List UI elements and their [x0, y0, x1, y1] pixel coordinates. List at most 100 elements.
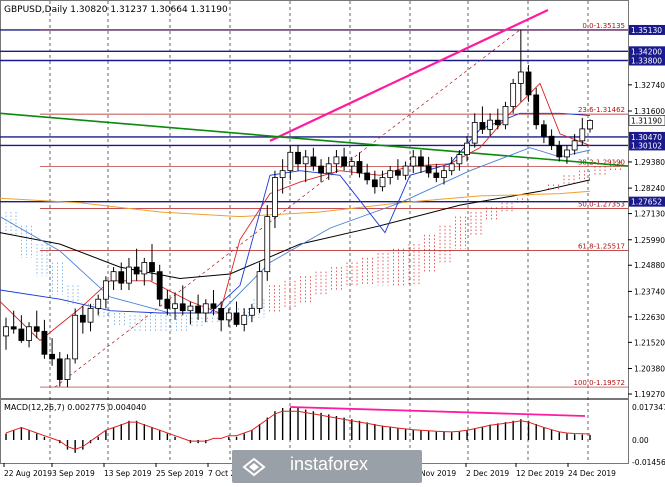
time-tick-label: 22 Aug 2019: [4, 469, 52, 478]
candle-body: [402, 165, 409, 176]
time-tick-label: 2 Dec 2019: [466, 469, 509, 478]
price-tick-label: 1.21520: [634, 338, 665, 347]
candle-body: [571, 140, 578, 151]
candle-body: [348, 161, 355, 167]
time-tick-label: Nov 2019: [420, 469, 456, 478]
macd-trendline: [289, 406, 586, 417]
time-tick-label: 7 Oct 2019: [208, 469, 250, 478]
price-level-label: 1.31190: [631, 116, 662, 125]
candle-body: [202, 303, 209, 314]
price-tick-label: 1.27130: [634, 210, 665, 219]
fibonacci-label: 50.0-1.27353: [578, 200, 625, 208]
candle-body: [3, 326, 9, 337]
candle-body: [264, 216, 271, 273]
candle-body: [95, 298, 102, 309]
candle-body: [102, 280, 109, 300]
candle-body: [118, 271, 125, 284]
price-level-label: 1.30470: [631, 133, 662, 142]
price-level-badge: [629, 55, 665, 66]
candle-body: [295, 151, 301, 165]
price-level-label: 1.35130: [631, 26, 662, 35]
candle-body: [471, 122, 478, 144]
symbol-header: GBPUSD,Daily 1.30820 1.31237 1.30664 1.3…: [4, 5, 228, 15]
time-axis: 22 Aug 2019 3 Sep 2019 13 Sep 2019 25 Sep 2…: [3, 463, 616, 478]
candle-body: [110, 271, 117, 282]
price-level-badge: [629, 46, 665, 57]
candle-body: [394, 170, 401, 176]
macd-tick-label: -0.014566: [632, 458, 665, 467]
candle-body: [318, 165, 324, 174]
candle-body: [10, 326, 17, 330]
candle-body: [141, 262, 148, 275]
fibonacci-label: 38.2-1.29190: [578, 158, 625, 166]
price-level-label: 1.34200: [631, 47, 662, 56]
time-tick-label: 24 Dec 2019: [568, 469, 616, 478]
candle-body: [548, 135, 555, 146]
time-tick-label: 13 Sep 2019: [104, 469, 152, 478]
price-tick-label: 1.23740: [634, 287, 665, 296]
candle-body: [433, 172, 440, 178]
candle-body: [556, 145, 563, 158]
candle-body: [218, 307, 225, 321]
candle-body: [233, 312, 240, 325]
candle-body: [479, 122, 486, 130]
price-level-badge: [629, 24, 665, 35]
candle-body: [126, 266, 132, 284]
ma-red: [0, 82, 591, 342]
fibonacci-label: 100.0-1.19572: [573, 379, 625, 387]
candle-body: [33, 326, 40, 332]
candle-body: [79, 314, 86, 323]
fibonacci-label: 61.8-1.25517: [578, 243, 625, 251]
candle-body: [210, 303, 217, 309]
fibonacci-diagonal: [54, 29, 521, 388]
candle-body: [172, 303, 178, 309]
price-tick-label: 1.19270: [634, 390, 665, 399]
candle-body: [379, 177, 386, 188]
ma-orange: [0, 190, 591, 218]
candle-body: [164, 298, 171, 309]
candle-body: [502, 106, 509, 126]
candle-body: [341, 156, 348, 167]
candle-body: [187, 305, 194, 312]
candle-body: [41, 330, 48, 355]
candle-body: [156, 271, 163, 300]
candle-body: [425, 165, 432, 174]
macd-signal-line: [5, 410, 591, 450]
candle-body: [272, 177, 278, 217]
candle-body: [225, 312, 232, 321]
price-tick-label: 1.31600: [634, 107, 665, 116]
candle-body: [72, 314, 79, 360]
price-level-badge: [629, 196, 665, 207]
candle-body: [418, 156, 424, 167]
candle-body: [364, 172, 371, 181]
candle-body: [410, 156, 417, 167]
watermark-banner: instaforex: [232, 450, 422, 483]
fibonacci-label: 23.6-1.31462: [578, 106, 625, 114]
candle-body: [18, 328, 25, 341]
candle-body: [325, 163, 332, 174]
candle-body: [464, 142, 470, 156]
price-pane-frame: [0, 0, 629, 399]
price-level-label: 1.33800: [631, 56, 662, 65]
magenta-trendline: [269, 9, 549, 142]
candlestick-series: [3, 29, 593, 388]
fibonacci-label: 0.0-1.35135: [582, 22, 625, 30]
candle-body: [487, 119, 494, 130]
candle-body: [149, 262, 155, 273]
price-level-badge: [629, 140, 665, 151]
macd-tick-label: 0.00: [632, 436, 649, 445]
candle-body: [179, 303, 186, 312]
candle-body: [441, 170, 447, 178]
candle-body: [533, 94, 540, 126]
watermark-text: instaforex: [290, 454, 369, 474]
instaforex-logo-icon: [242, 457, 266, 477]
price-level-badge: [629, 131, 665, 142]
price-level-label: 1.27652: [631, 198, 662, 207]
ma-lightblue: [0, 147, 591, 314]
candle-body: [448, 163, 455, 172]
candle-body: [248, 307, 255, 316]
price-level-label: 1.30102: [631, 141, 662, 150]
candle-body: [56, 358, 63, 380]
candle-body: [256, 271, 263, 309]
